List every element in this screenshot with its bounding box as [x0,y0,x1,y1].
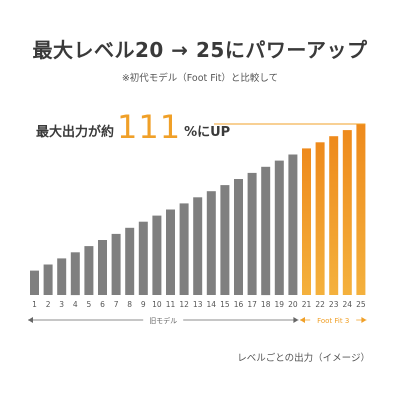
bar-level-10 [152,215,162,295]
tick-label-20: 20 [288,300,298,309]
highlight-number: 111 [117,108,182,146]
bar-level-2 [43,264,53,295]
group-label-1: Foot Fit 3 [317,317,349,325]
bar-level-14 [206,191,216,295]
bar-level-13 [193,197,203,295]
highlight-prefix: 最大出力が約 [36,125,115,140]
bar-level-1 [30,270,39,295]
tick-label-14: 14 [207,300,217,309]
chart-caption: レベルごとの出力（イメージ） [237,353,370,364]
tick-label-15: 15 [220,300,230,309]
bar-level-9 [138,221,148,295]
bar-level-21 [302,148,311,295]
bar-level-22 [315,142,325,295]
bar-level-12 [179,203,189,295]
tick-label-21: 21 [302,300,312,309]
tick-label-10: 10 [152,300,162,309]
tick-label-24: 24 [343,300,353,309]
tick-label-8: 8 [127,300,132,309]
chart-subtitle: ※初代モデル（Foot Fit）と比較して [121,73,279,84]
tick-label-11: 11 [166,300,176,309]
bar-level-18 [261,166,271,296]
bar-level-20 [288,154,298,295]
highlight-suffix: %にUP [184,125,231,140]
tick-label-12: 12 [179,300,189,309]
tick-label-9: 9 [141,300,146,309]
highlight-callout: 最大出力が約 111 %にUP [36,108,230,144]
tick-label-23: 23 [329,300,339,309]
tick-label-16: 16 [234,300,244,309]
bar-level-8 [125,227,135,295]
group-arrow-left-1 [300,317,305,323]
tick-label-7: 7 [114,300,119,309]
bar-level-25 [356,124,366,295]
tick-label-1: 1 [32,300,37,309]
bar-level-16 [234,179,243,295]
group-label-bg-1 [310,314,357,326]
bar-level-23 [329,136,339,295]
group-label-0: 旧モデル [149,316,177,325]
tick-label-25: 25 [356,300,366,309]
group-arrow-right-0 [293,317,299,323]
tick-label-3: 3 [59,300,64,309]
tick-label-17: 17 [247,300,257,309]
tick-label-13: 13 [193,300,203,309]
tick-label-22: 22 [315,300,325,309]
tick-label-6: 6 [100,300,105,309]
tick-label-2: 2 [46,300,51,309]
bar-level-3 [57,258,67,295]
bar-level-6 [98,240,107,295]
bar-level-19 [274,160,284,295]
bar-level-4 [70,252,80,296]
bar-level-17 [247,172,257,295]
tick-label-19: 19 [275,300,285,309]
bars-layer [30,123,366,296]
chart-title: 最大レベル20 → 25にパワーアップ [32,38,368,62]
tick-label-4: 4 [73,300,78,309]
tick-label-18: 18 [261,300,271,309]
group-label-bg-0 [143,314,184,326]
group-arrow-left-0 [28,317,33,323]
group-arrow-right-1 [361,317,367,323]
tick-labels-layer: 1 2 3 4 5 6 7 8 9 10 11 12 13 14 15 16 17 18 19 20 21 22 23 24 2… [32,300,366,309]
tick-label-5: 5 [87,300,92,309]
bar-level-5 [84,246,94,295]
bar-level-7 [111,233,121,295]
bar-level-15 [220,185,230,295]
bar-level-11 [166,209,175,295]
bar-level-24 [342,130,352,295]
group-brackets-layer: 旧モデル Foot Fit 3 [28,314,367,326]
